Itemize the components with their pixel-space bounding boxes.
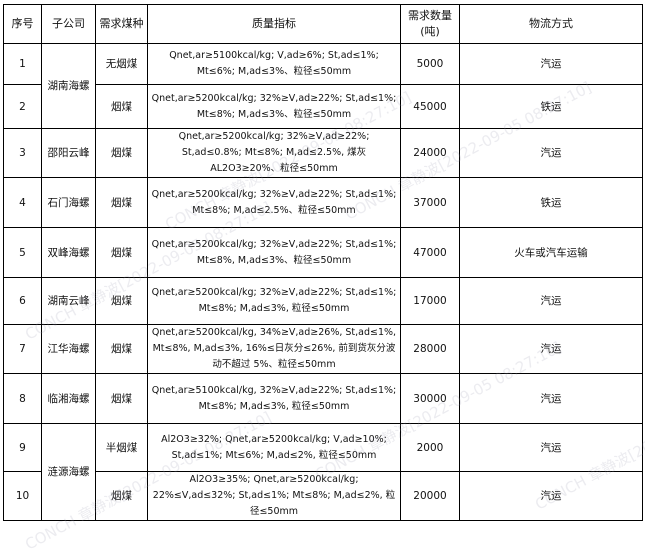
header-coal: 需求煤种	[95, 4, 148, 44]
company-cell: 涟源海螺	[41, 423, 96, 521]
demand-qty-cell: 30000	[400, 373, 460, 424]
row-number: 9	[3, 423, 42, 472]
demand-qty-cell: 20000	[400, 471, 460, 521]
header-qty: 需求数量 (吨)	[400, 4, 460, 44]
row-number: 2	[3, 84, 42, 129]
quality-spec-cell: Qnet,ar≥5200kcal/kg; 32%≥V,ad≥22%; St,ad…	[147, 177, 401, 228]
header-no: 序号	[3, 4, 42, 44]
logistics-cell: 汽运	[459, 277, 643, 325]
coal-type-cell: 烟煤	[95, 128, 148, 178]
coal-type-cell: 烟煤	[95, 373, 148, 424]
demand-qty-cell: 37000	[400, 177, 460, 228]
demand-qty-cell: 17000	[400, 277, 460, 325]
quality-spec-cell: Qnet,ar≥5200kcal/kg; 32%≥V,ad≥22%; St,ad…	[147, 227, 401, 278]
company-cell: 邵阳云峰	[41, 128, 96, 178]
demand-qty-cell: 47000	[400, 227, 460, 278]
coal-demand-table: 序号 子公司 需求煤种 质量指标 需求数量 (吨) 物流方式 1 湖南海螺 无烟煤 Qn…	[3, 4, 643, 521]
header-quality: 质量指标	[147, 4, 401, 44]
table-row: 7 江华海螺 烟煤 Qnet,ar≥5200kcal/kg, 34%≥V,ad≥26%…	[3, 324, 643, 374]
table-row: 4 石门海螺 烟煤 Qnet,ar≥5200kcal/kg; 32%≥V,ad≥22%…	[3, 177, 643, 228]
demand-qty-cell: 24000	[400, 128, 460, 178]
table-row: 8 临湘海螺 烟煤 Qnet,ar≥5100kcal/kg, 32%≥V,ad≥22%…	[3, 373, 643, 424]
logistics-cell: 汽运	[459, 373, 643, 424]
table-row: 6 湖南云峰 烟煤 Qnet,ar≥5200kcal/kg; 32%≥V,ad≥22%…	[3, 277, 643, 325]
logistics-cell: 铁运	[459, 84, 643, 129]
table-row: 9 涟源海螺 半烟煤 Al2O3≥32%; Qnet,ar≥5200kcal/kg; …	[3, 423, 643, 521]
logistics-cell: 火车或汽车运输	[459, 227, 643, 278]
header-qty-l1: 需求数量	[408, 9, 452, 22]
quality-spec-cell: Qnet,ar≥5100kcal/kg, 32%≥V,ad≥22%; St,ad…	[147, 373, 401, 424]
table-row: 5 双峰海螺 烟煤 Qnet,ar≥5200kcal/kg; 32%≥V,ad≥22%…	[3, 227, 643, 278]
demand-qty-cell: 2000	[400, 423, 460, 472]
coal-type-cell: 无烟煤	[95, 43, 148, 85]
row-number: 5	[3, 227, 42, 278]
coal-type-cell: 烟煤	[95, 324, 148, 374]
quality-spec-cell: Qnet,ar≥5100kcal/kg; V,ad≥6%; St,ad≤1%; …	[147, 43, 401, 85]
quality-spec-cell: Qnet,ar≥5200kcal/kg, 34%≥V,ad≥26%, St,ad…	[147, 324, 401, 374]
logistics-cell: 汽运	[459, 43, 643, 85]
company-cell: 湖南海螺	[41, 43, 96, 129]
quality-spec-cell: Al2O3≥35%; Qnet,ar≥5200kcal/kg; 22%≤V,ad…	[147, 471, 401, 521]
logistics-cell: 汽运	[459, 128, 643, 178]
row-number: 3	[3, 128, 42, 178]
header-qty-l2: (吨)	[420, 25, 440, 38]
logistics-cell: 汽运	[459, 423, 643, 472]
row-number: 8	[3, 373, 42, 424]
demand-qty-cell: 45000	[400, 84, 460, 129]
row-number: 10	[3, 471, 42, 521]
row-number: 7	[3, 324, 42, 374]
logistics-cell: 汽运	[459, 324, 643, 374]
quality-spec-cell: Al2O3≥32%; Qnet,ar≥5200kcal/kg; V,ad≥10%…	[147, 423, 401, 472]
company-cell: 石门海螺	[41, 177, 96, 228]
coal-type-cell: 烟煤	[95, 177, 148, 228]
quality-spec-cell: Qnet,ar≥5200kcal/kg; 32%≥V,ad≥22%; St,ad…	[147, 128, 401, 178]
company-cell: 湖南云峰	[41, 277, 96, 325]
company-cell: 临湘海螺	[41, 373, 96, 424]
header-row: 序号 子公司 需求煤种 质量指标 需求数量 (吨) 物流方式	[3, 4, 643, 44]
coal-type-cell: 烟煤	[95, 277, 148, 325]
coal-type-cell: 烟煤	[95, 227, 148, 278]
quality-spec-cell: Qnet,ar≥5200kcal/kg; 32%≥V,ad≥22%; St,ad…	[147, 277, 401, 325]
logistics-cell: 铁运	[459, 177, 643, 228]
table-row: 10 烟煤 Al2O3≥35%; Qnet,ar≥5200kcal/kg; 22%≤…	[3, 471, 643, 521]
table-row: 3 邵阳云峰 烟煤 Qnet,ar≥5200kcal/kg; 32%≥V,ad≥22%…	[3, 128, 643, 178]
coal-type-cell: 烟煤	[95, 84, 148, 129]
company-cell: 江华海螺	[41, 324, 96, 374]
logistics-cell: 汽运	[459, 471, 643, 521]
quality-spec-cell: Qnet,ar≥5200kcal/kg; 32%≥V,ad≥22%; St,ad…	[147, 84, 401, 129]
coal-type-cell: 烟煤	[95, 471, 148, 521]
row-number: 4	[3, 177, 42, 228]
demand-qty-cell: 28000	[400, 324, 460, 374]
demand-qty-cell: 5000	[400, 43, 460, 85]
header-company: 子公司	[41, 4, 96, 44]
row-number: 1	[3, 43, 42, 85]
table-row: 2 烟煤 Qnet,ar≥5200kcal/kg; 32%≥V,ad≥22%; St…	[3, 84, 643, 129]
coal-type-cell: 半烟煤	[95, 423, 148, 472]
company-cell: 双峰海螺	[41, 227, 96, 278]
row-number: 6	[3, 277, 42, 325]
header-logistics: 物流方式	[459, 4, 643, 44]
table-row: 1 湖南海螺 无烟煤 Qnet,ar≥5100kcal/kg; V,ad≥6%; St…	[3, 43, 643, 129]
